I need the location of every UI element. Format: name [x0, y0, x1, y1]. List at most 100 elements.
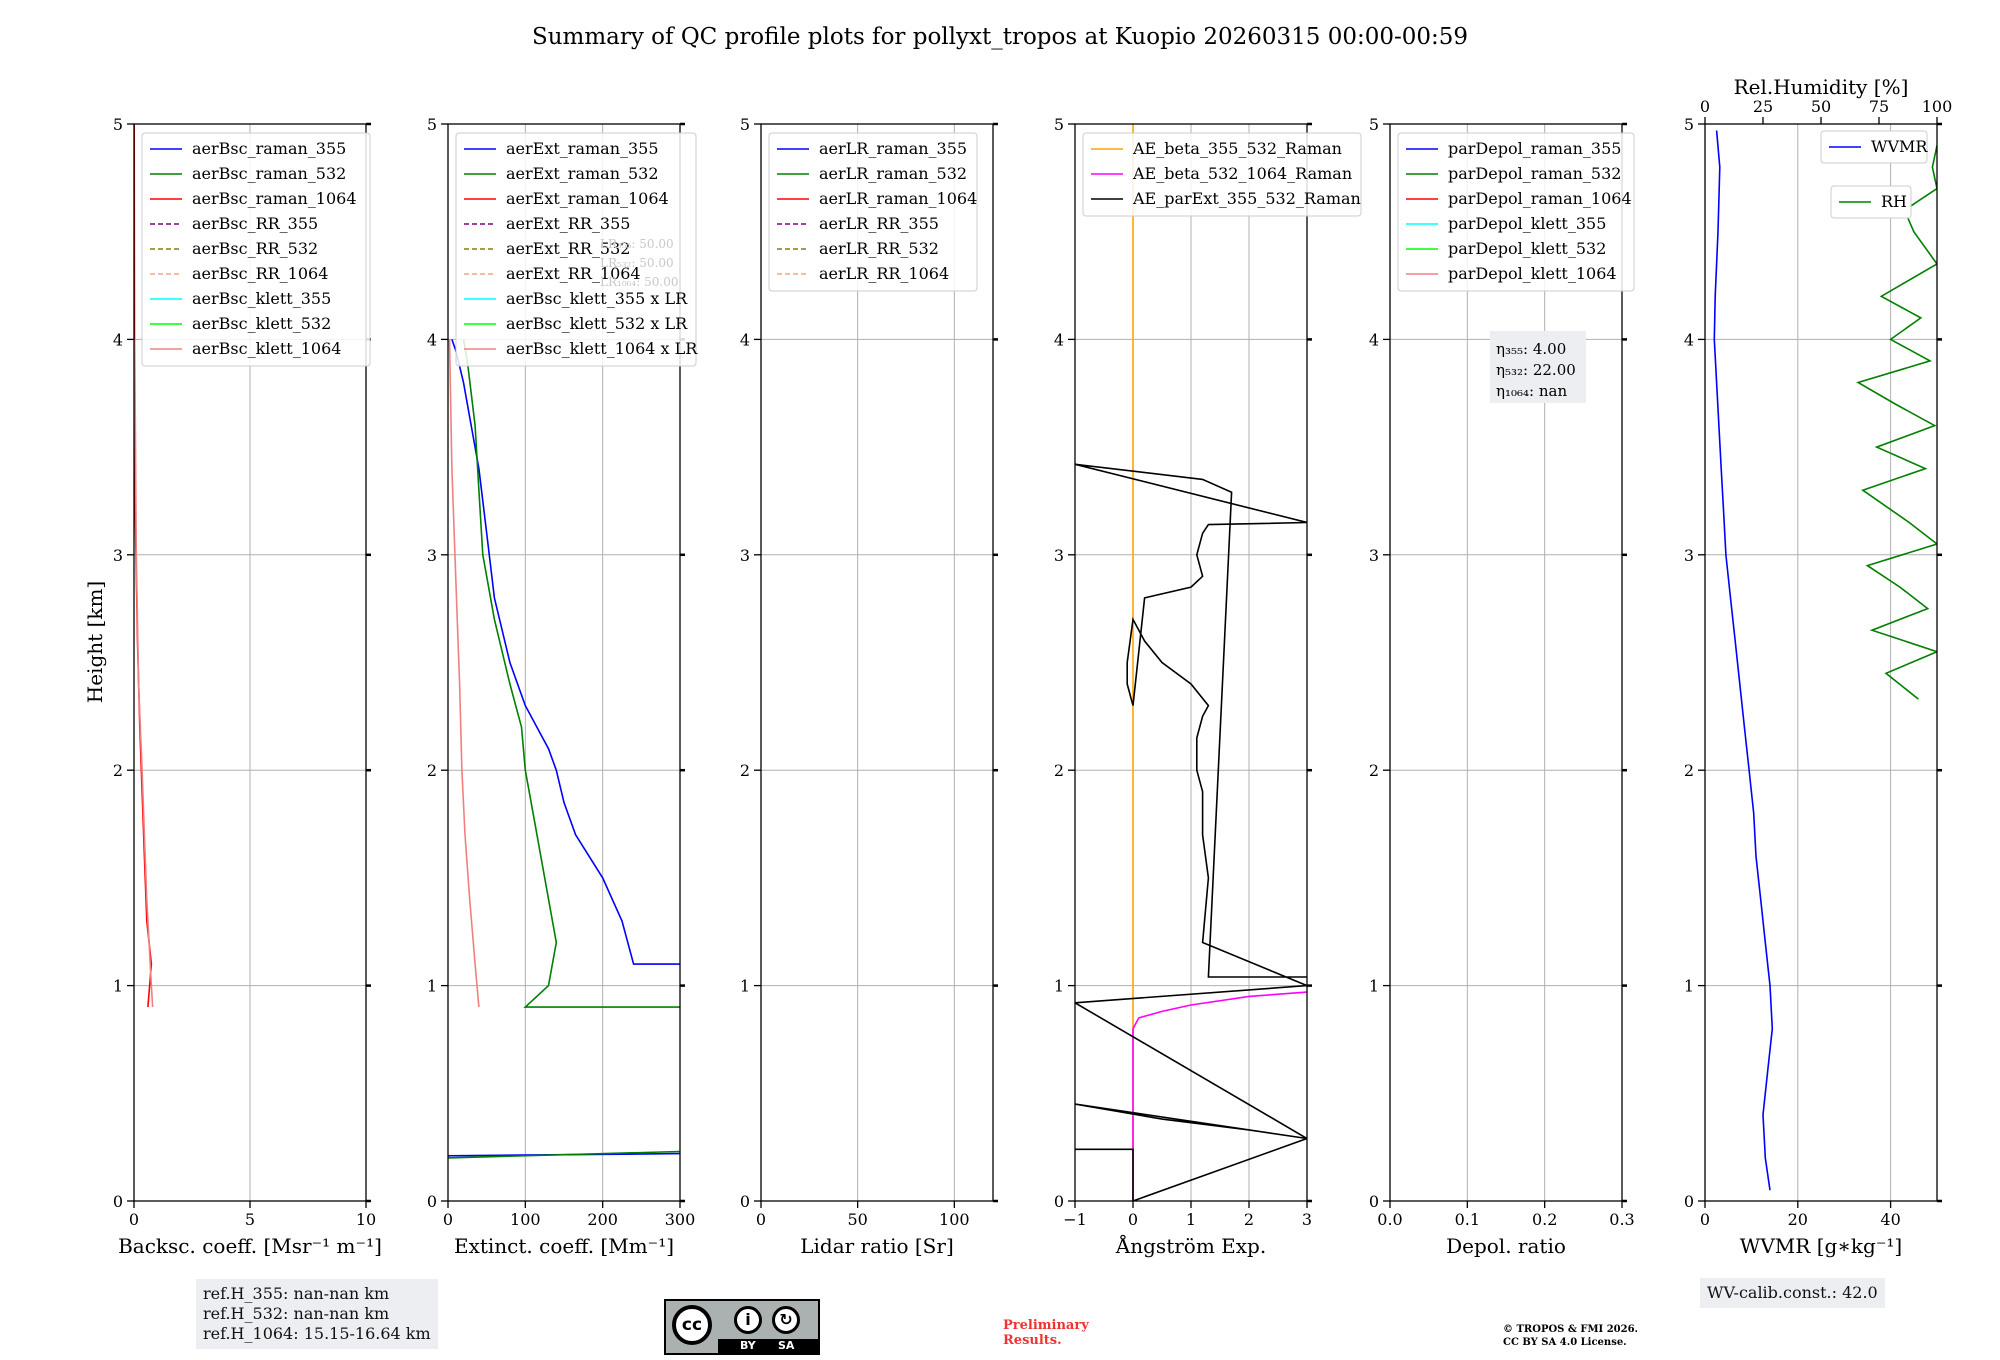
x2-tick-label: 25	[1753, 97, 1773, 116]
eta-annotation: η₃₅₅: 4.00	[1496, 340, 1566, 358]
y-tick-label: 1	[113, 977, 123, 996]
y-tick-label: 2	[427, 761, 437, 780]
x-tick-label: 0	[1700, 1210, 1710, 1229]
legend-label: aerBsc_RR_355	[192, 214, 318, 233]
ref-height-355: ref.H_355: nan-nan km	[203, 1284, 390, 1303]
series-line-WVMR	[1713, 130, 1774, 1191]
legend-box	[455, 132, 697, 367]
eta-annotation: η₅₃₂: 22.00	[1496, 361, 1576, 379]
legend-label: aerBsc_klett_355 x LR	[506, 289, 688, 308]
y-tick-label: 1	[1369, 977, 1379, 996]
y-tick-label: 4	[1369, 330, 1379, 349]
legend-label: aerBsc_raman_532	[192, 164, 346, 183]
axes-frame	[447, 123, 681, 1202]
cc-license-badge[interactable]: cc i ↻ BY SA	[664, 1299, 820, 1355]
legend-box	[1082, 132, 1362, 217]
legend-label: aerLR_RR_1064	[819, 264, 949, 283]
legend-label: aerExt_RR_532	[506, 239, 630, 258]
x-tick-label: 300	[665, 1210, 696, 1229]
x-tick-label: 10	[356, 1210, 376, 1229]
x2-axis-label: Rel.Humidity [%]	[1734, 75, 1909, 99]
legend-label: aerLR_RR_532	[819, 239, 939, 258]
axes-frame	[1704, 123, 1938, 1202]
x2-tick-label: 75	[1869, 97, 1889, 116]
preliminary-line-1: Preliminary	[1003, 1318, 1089, 1333]
legend-label: aerBsc_RR_532	[192, 239, 318, 258]
y-tick-label: 3	[1054, 546, 1064, 565]
lidar-ratio-annotation: LR₃₅₅: 50.00	[600, 237, 674, 251]
legend-label: AE_parExt_355_532_Raman	[1132, 189, 1361, 208]
legend-label: aerLR_raman_355	[819, 139, 967, 158]
legend-label: aerLR_raman_532	[819, 164, 967, 183]
x-axis-label: Ångström Exp.	[1115, 1233, 1266, 1258]
legend-label: parDepol_raman_355	[1448, 139, 1621, 158]
license-label-strip: BY SA	[718, 1339, 818, 1353]
eta-annotation: η₁₀₆₄: nan	[1496, 382, 1567, 400]
copyright-line-2: CC BY SA 4.0 License.	[1503, 1337, 1627, 1348]
legend-label: parDepol_raman_1064	[1448, 189, 1632, 208]
series-line-AE_beta_532_1064_Raman	[1132, 991, 1307, 1201]
x-tick-label: 200	[587, 1210, 618, 1229]
x-tick-label: 20	[1788, 1210, 1808, 1229]
legend-label: aerLR_RR_355	[819, 214, 939, 233]
y-tick-label: 2	[113, 761, 123, 780]
x-axis-label: Lidar ratio [Sr]	[800, 1234, 954, 1258]
y-tick-label: 3	[1369, 546, 1379, 565]
cc-logo-icon: cc	[672, 1305, 712, 1345]
lidar-ratio-annotation: LR₁₀₆₄: 50.00	[600, 275, 678, 289]
y-tick-label: 1	[1684, 977, 1694, 996]
x-tick-label: 3	[1302, 1210, 1312, 1229]
x-tick-label: 0	[443, 1210, 453, 1229]
x-axis-label: Backsc. coeff. [Msr⁻¹ m⁻¹]	[118, 1234, 382, 1258]
y-tick-label: 4	[113, 330, 123, 349]
x-tick-label: 0.3	[1609, 1210, 1634, 1229]
license-by-label: BY	[740, 1339, 756, 1352]
y-tick-label: 5	[1054, 115, 1064, 134]
series-line-aerBsc_klett_1064 x LR	[448, 339, 480, 1008]
axes-frame	[1389, 123, 1623, 1202]
legend-label: aerBsc_klett_1064 x LR	[506, 339, 698, 358]
legend-label: AE_beta_355_532_Raman	[1132, 139, 1342, 158]
y-tick-label: 3	[427, 546, 437, 565]
y-tick-label: 4	[1684, 330, 1694, 349]
panel-5: 0 1 2 3 4 5 0.0 0.1 0.2 0.3 Depol. ratio parDepol_r…	[1369, 115, 1635, 1258]
lidar-ratio-annotation: LR₅₃₂: 50.00	[600, 256, 674, 270]
x2-tick-label: 0	[1700, 97, 1710, 116]
x-tick-label: 0.2	[1532, 1210, 1557, 1229]
wv-calibration-box: WV-calib.const.: 42.0	[1700, 1278, 1885, 1308]
x-axis-label: WVMR [g∗kg⁻¹]	[1740, 1234, 1902, 1258]
y-tick-label: 0	[1684, 1192, 1694, 1211]
y-tick-label: 5	[113, 115, 123, 134]
legend-label: aerLR_raman_1064	[819, 189, 977, 208]
legend-box	[141, 132, 371, 367]
reference-height-box: ref.H_355: nan-nan km ref.H_532: nan-nan…	[196, 1279, 438, 1349]
legend-label: AE_beta_532_1064_Raman	[1132, 164, 1352, 183]
x-tick-label: 5	[245, 1210, 255, 1229]
preliminary-line-2: Results.	[1003, 1333, 1062, 1348]
legend-box	[1397, 132, 1635, 292]
series-line-aerBsc_klett_1064	[134, 339, 154, 1008]
legend-label: aerExt_RR_355	[506, 214, 630, 233]
y-tick-label: 4	[427, 330, 437, 349]
y-tick-label: 0	[1054, 1192, 1064, 1211]
legend-label: parDepol_klett_1064	[1448, 264, 1617, 283]
copyright-note: © TROPOS & FMI 2026. CC BY SA 4.0 Licens…	[1503, 1323, 1638, 1349]
x-tick-label: 100	[510, 1210, 541, 1229]
preliminary-results-note: Preliminary Results.	[1003, 1318, 1089, 1348]
legend-label: aerExt_RR_1064	[506, 264, 641, 283]
series-line-aerExt_raman_532_low	[448, 1150, 680, 1159]
panel-1: 0 1 2 3 4 5 0 5 10 Backsc. coeff. [Msr⁻¹ m⁻¹] aerB…	[113, 115, 382, 1258]
figure-title: Summary of QC profile plots for pollyxt_…	[532, 24, 1468, 50]
y-tick-label: 5	[1369, 115, 1379, 134]
x-tick-label: 0	[756, 1210, 766, 1229]
series-line-aerExt_raman_355	[451, 339, 680, 965]
y-axis-label: Height [km]	[83, 581, 107, 703]
x-tick-label: 0.0	[1377, 1210, 1402, 1229]
share-alike-icon: ↻	[772, 1306, 800, 1334]
x-tick-label: 50	[847, 1210, 867, 1229]
legend-label: aerBsc_RR_1064	[192, 264, 328, 283]
series-line-aerExt_raman_532	[462, 339, 680, 1008]
